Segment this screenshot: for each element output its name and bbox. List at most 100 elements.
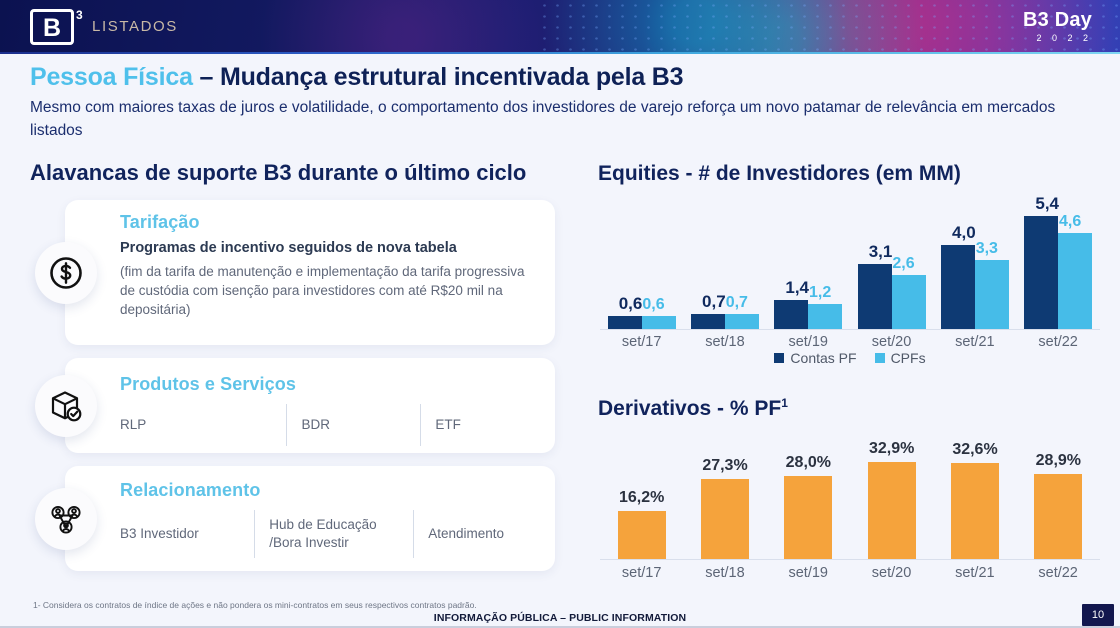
card-option-row: RLP BDR ETF (120, 404, 540, 446)
bar-contas-pf (941, 245, 975, 329)
bar-percent-pf (784, 476, 833, 559)
option-bdr[interactable]: BDR (286, 404, 420, 446)
bar-value-cpfs: 0,6 (642, 296, 665, 314)
bar-value-label-pair: 4,03,3 (941, 223, 1009, 257)
bar-value-label: 28,9% (1035, 451, 1082, 469)
network-people-icon (35, 488, 97, 550)
bottom-bar (0, 626, 1120, 628)
bar-value-label: 32,9% (868, 440, 915, 457)
bar-value-cpfs: 0,7 (725, 294, 748, 312)
category-label: set/17 (621, 334, 662, 350)
card-title: Produtos e Serviços (120, 374, 296, 394)
category-label: set/19 (788, 334, 828, 350)
bar-cpfs (1058, 232, 1093, 329)
equities-bar-chart: 0,60,6 0,70,7 1,41,2 3,12,6 4,03,3 5,44,6 (600, 194, 1100, 330)
bar-value-label: 32,6% (952, 440, 998, 458)
page-title-accent: Pessoa Física (30, 63, 193, 91)
bar-value-contas-pf: 4,0 (952, 223, 976, 243)
bar-group (1024, 216, 1093, 329)
derivativos-bar-chart: 16,2% 27,3% 28,0% 32,9% 32,6% 28,9% (600, 430, 1100, 560)
event-year: 2 0 2 2 (1036, 33, 1092, 43)
option-rlp[interactable]: RLP (120, 417, 147, 432)
legend-item-contas-pf: Contas PF (774, 350, 857, 366)
bar-cpfs (891, 274, 926, 329)
card-option-row: B3 Investidor Hub de Educação /Bora Inve… (120, 510, 545, 558)
category-label: set/21 (955, 565, 995, 581)
card-tarifacao-content: Tarifação Programas de incentivo seguido… (120, 212, 535, 319)
public-information-label: INFORMAÇÃO PÚBLICA – PUBLIC INFORMATION (433, 612, 687, 624)
bar-percent-pf (1034, 473, 1083, 559)
option-b3-investidor[interactable]: B3 Investidor (120, 526, 199, 541)
equities-axis-line (600, 329, 1100, 330)
bar-cpfs (975, 259, 1009, 329)
bar-group (941, 245, 1009, 329)
card-bold-text: Programas de incentivo seguidos de nova … (120, 240, 457, 256)
category-label: set/18 (705, 565, 745, 581)
bar-value-label-pair: 5,44,6 (1024, 194, 1092, 230)
card-note-text: (fim da tarifa de manutenção e implement… (120, 264, 525, 317)
b3-logo-superscript: 3 (76, 8, 83, 22)
header-dot-pattern (537, 0, 1120, 53)
category-label: set/22 (1038, 565, 1078, 581)
category-label: set/20 (871, 565, 912, 581)
bar-group (857, 264, 926, 329)
legend-label: CPFs (890, 350, 926, 366)
category-label: set/20 (871, 334, 912, 350)
page-subtitle: Mesmo com maiores taxas de juros e volat… (30, 99, 1056, 139)
bar-value-label: 28,0% (785, 454, 832, 472)
dollar-circle-icon (35, 242, 97, 304)
bar-value-cpfs: 4,6 (1059, 212, 1082, 230)
bar-contas-pf (691, 314, 725, 329)
bar-value-contas-pf: 5,4 (1035, 194, 1060, 213)
category-label: set/18 (705, 334, 745, 350)
derivativos-chart-title: Derivativos - % PF1 (598, 396, 788, 421)
legend-swatch-cyan (874, 353, 885, 363)
bar-value-label-pair: 1,41,2 (774, 277, 842, 301)
option-hub-educacao[interactable]: Hub de Educação /Bora Investir (254, 510, 413, 558)
page-title-rest: Mudança estrutural incentivada pela B3 (219, 63, 684, 91)
b3-logo: B (30, 9, 74, 45)
equities-category-labels: set/17 set/18 set/19 set/20 set/21 set/22 (600, 334, 1100, 350)
bar-value-label-pair: 3,12,6 (858, 242, 926, 271)
bar-group (774, 299, 843, 329)
bar-group (691, 314, 759, 329)
page-title-dash: – (192, 63, 220, 91)
bar-cpfs (725, 314, 759, 329)
left-section-heading: Alavancas de suporte B3 durante o último… (30, 160, 527, 185)
bar-contas-pf (607, 316, 642, 329)
option-etf[interactable]: ETF (420, 404, 540, 446)
bar-contas-pf (857, 264, 892, 329)
bar-value-cpfs: 1,2 (809, 283, 832, 301)
page-number-badge: 10 (1082, 604, 1114, 626)
bar-value-contas-pf: 0,7 (702, 292, 726, 312)
category-label: set/19 (788, 565, 828, 581)
bar-contas-pf (1024, 216, 1059, 329)
legend-item-cpfs: CPFs (874, 350, 926, 366)
bar-value-label-pair: 0,60,6 (608, 294, 676, 314)
card-produtos-servicos (65, 358, 555, 453)
category-label: set/17 (621, 565, 662, 581)
bar-group (607, 316, 676, 329)
equities-chart-title: Equities - # de Investidores (em MM) (598, 162, 961, 185)
option-atendimento[interactable]: Atendimento (413, 510, 545, 558)
bar-value-contas-pf: 1,4 (785, 277, 810, 297)
bar-contas-pf (774, 299, 809, 329)
equities-legend: Contas PF CPFs (600, 350, 1100, 366)
legend-swatch-navy (774, 353, 785, 363)
card-relacionamento-content: Relacionamento B3 Investidor Hub de Educ… (120, 480, 545, 558)
event-name: B3 Day (1022, 9, 1092, 31)
bar-value-label-pair: 0,70,7 (691, 292, 759, 312)
bar-value-cpfs: 2,6 (892, 254, 915, 272)
category-label: set/22 (1038, 334, 1078, 350)
bar-value-contas-pf: 3,1 (868, 242, 893, 262)
card-produtos-content: Produtos e Serviços RLP BDR ETF (120, 374, 540, 446)
card-title: Relacionamento (120, 480, 261, 500)
derivativos-title-footnote-marker: 1 (781, 396, 788, 410)
box-check-icon (35, 375, 97, 437)
derivativos-category-labels: set/17 set/18 set/19 set/20 set/21 set/22 (600, 565, 1100, 581)
bar-percent-pf (951, 462, 999, 559)
category-label: set/21 (955, 334, 995, 350)
event-logo: B3 Day 2 0 2 2 (1023, 10, 1092, 45)
bar-percent-pf (617, 511, 666, 559)
card-relacionamento (65, 466, 555, 571)
